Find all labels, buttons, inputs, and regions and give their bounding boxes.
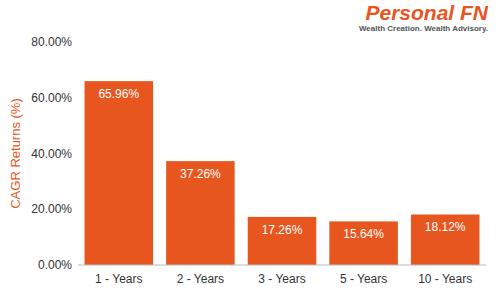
bars bbox=[85, 81, 480, 265]
data-label: 18.12% bbox=[425, 220, 466, 234]
bar bbox=[85, 81, 154, 265]
y-tick bbox=[75, 209, 78, 210]
chart-root: 0.00% 20.00% 40.00% 60.00% 80.00% 65.96% 37.26… bbox=[0, 0, 500, 297]
x-tick-label: 1 - Years bbox=[95, 272, 142, 286]
data-label: 65.96% bbox=[98, 87, 139, 101]
y-tick bbox=[75, 97, 78, 98]
y-tick bbox=[75, 153, 78, 154]
y-tick-label: 20.00% bbox=[31, 202, 72, 216]
bar bbox=[166, 161, 235, 265]
y-tick-label: 40.00% bbox=[31, 147, 72, 161]
y-tick bbox=[75, 265, 78, 266]
x-tick-label: 3 - Years bbox=[258, 272, 305, 286]
data-label: 37.26% bbox=[180, 167, 221, 181]
bar bbox=[329, 221, 398, 265]
x-tick-label: 2 - Years bbox=[177, 272, 224, 286]
x-tick-label: 10 - Years bbox=[418, 272, 472, 286]
data-label: 17.26% bbox=[262, 223, 303, 237]
bar bbox=[411, 214, 480, 265]
logo-text: Personal FN bbox=[365, 1, 488, 24]
y-axis-label: CAGR Returns (%) bbox=[8, 98, 23, 209]
x-axis-line bbox=[78, 265, 486, 266]
y-tick-label: 0.00% bbox=[38, 258, 72, 272]
logo-tagline: Wealth Creation. Wealth Advisory. bbox=[359, 24, 488, 33]
y-tick bbox=[75, 42, 78, 43]
data-label: 15.64% bbox=[343, 227, 384, 241]
y-tick-label: 60.00% bbox=[31, 91, 72, 105]
x-tick-label: 5 - Years bbox=[340, 272, 387, 286]
chart-svg: 0.00% 20.00% 40.00% 60.00% 80.00% 65.96% 37.26… bbox=[0, 0, 500, 297]
y-tick-label: 80.00% bbox=[31, 35, 72, 49]
bar bbox=[248, 217, 317, 265]
